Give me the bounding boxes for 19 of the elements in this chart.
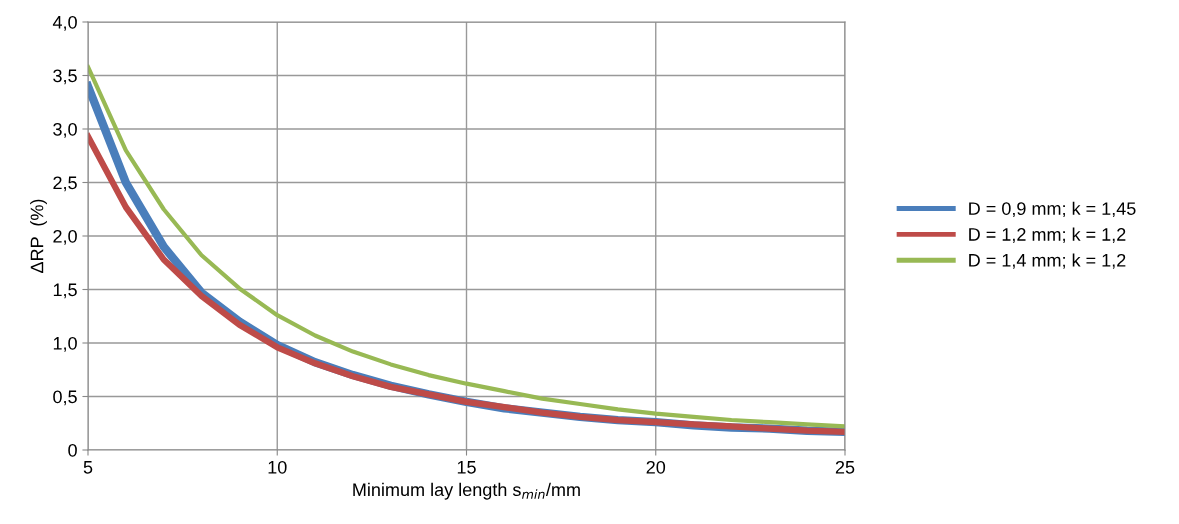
y-tick-label: 2,0 (53, 229, 77, 245)
x-tick-label: 10 (268, 460, 287, 474)
y-tick-label: 4,0 (52, 15, 77, 31)
legend-label: D = 1,4 mm; k = 1,2 (969, 253, 1126, 269)
y-axis-title: ΔRP (%) (30, 199, 47, 273)
legend-label: D = 1,2 mm; k = 1,2 (969, 227, 1126, 243)
y-tick-label: 1,5 (53, 283, 77, 299)
y-tick-label: 2,5 (53, 176, 77, 192)
x-axis-title: Minimum lay length s$_{min}$/mm (353, 482, 580, 500)
y-tick-label: 0 (68, 443, 77, 457)
y-tick-label: 0,5 (53, 390, 77, 406)
y-tick-label: 3,0 (53, 122, 77, 138)
x-tick-label: 5 (83, 461, 93, 474)
y-tick-label: 1,0 (53, 336, 77, 352)
y-tick-label: 3,5 (53, 69, 77, 85)
x-tick-label: 25 (835, 460, 855, 474)
x-tick-label: 20 (646, 460, 666, 474)
legend-label: D = 0,9 mm; k = 1,45 (969, 201, 1136, 218)
x-tick-label: 15 (457, 461, 476, 474)
